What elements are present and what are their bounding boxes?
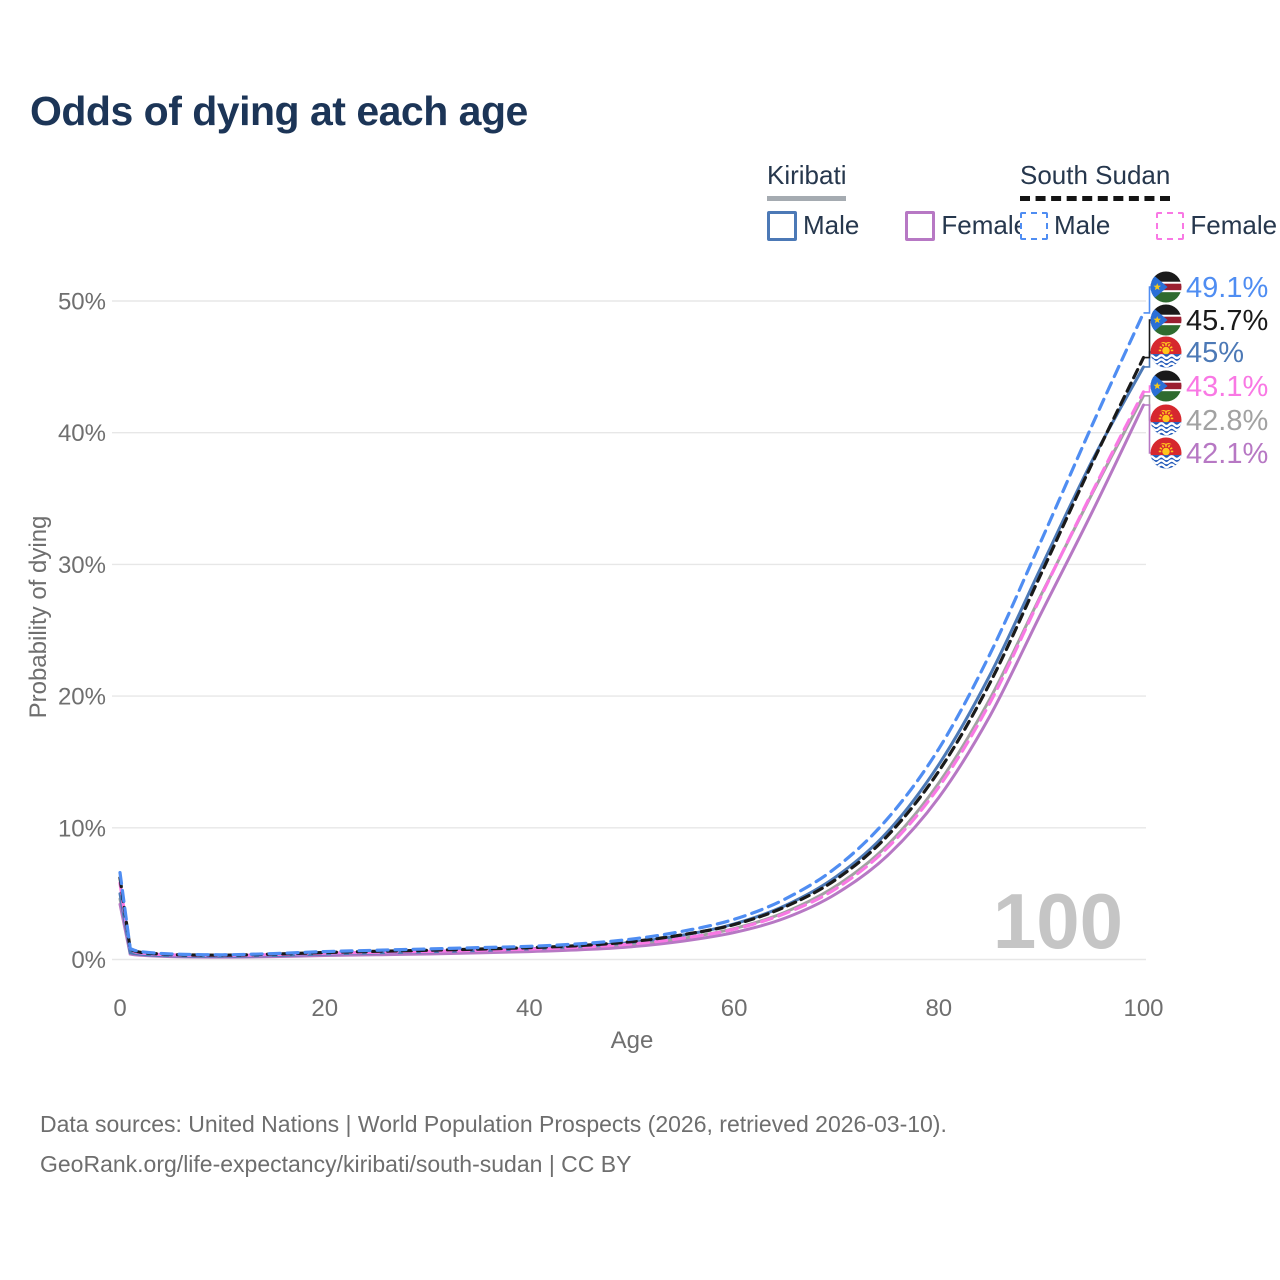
end-value-label-south-sudan-male: 49.1% <box>1186 272 1268 304</box>
x-tick-label: 40 <box>516 995 543 1022</box>
x-tick-label: 60 <box>721 995 748 1022</box>
end-value-label-kiribati-female: 42.1% <box>1186 438 1268 470</box>
south-sudan-flag-icon <box>1151 371 1182 402</box>
legend-item-kiribati-male[interactable]: Male <box>767 210 859 241</box>
footer-data-sources: Data sources: United Nations | World Pop… <box>40 1111 947 1137</box>
legend-item-south-sudan-female[interactable]: Female <box>1156 210 1277 241</box>
x-tick-label: 80 <box>925 995 952 1022</box>
kiribati-flag-icon <box>1148 405 1184 436</box>
end-label-connector-kiribati-female <box>1143 404 1153 454</box>
kiribati-flag-icon <box>1148 438 1184 469</box>
kiribati-male-swatch-icon <box>767 210 797 241</box>
footer-attribution: GeoRank.org/life-expectancy/kiribati/sou… <box>40 1151 632 1177</box>
end-labels: 42.8%42.1% 45%43.1% 45.7%49.1% <box>1148 272 1268 470</box>
kiribati-flag-icon <box>1148 337 1184 368</box>
y-tick-label: 50% <box>58 289 106 316</box>
kiribati-female-swatch-icon <box>905 210 936 241</box>
series-lines <box>118 311 1146 959</box>
south-sudan-female-swatch-icon <box>1156 211 1185 240</box>
legend-item-label: Female <box>941 210 1029 240</box>
south-sudan-male-swatch-icon <box>1020 211 1048 240</box>
y-tick-label: 20% <box>58 684 106 711</box>
y-tick-label: 30% <box>58 552 106 579</box>
x-tick-label: 0 <box>113 995 126 1022</box>
y-tick-label: 40% <box>58 420 106 447</box>
y-axis-title: Probability of dying <box>25 516 52 719</box>
series-line-kiribati-male[interactable] <box>118 365 1145 958</box>
south-sudan-flag-icon <box>1151 272 1182 303</box>
end-value-label-south-sudan-total: 45.7% <box>1186 305 1268 337</box>
south-sudan-flag-icon <box>1151 305 1182 336</box>
end-value-label-south-sudan-female: 43.1% <box>1186 371 1268 403</box>
legend-country-kiribati[interactable]: Kiribati <box>767 160 847 201</box>
x-axis-tick-labels: 0 20 40 60 80 100 <box>113 995 1163 1022</box>
series-line-south-sudan-male[interactable] <box>118 311 1146 957</box>
end-value-label-kiribati-total: 42.8% <box>1186 405 1268 437</box>
legend-country-south-sudan[interactable]: South Sudan <box>1020 160 1171 201</box>
x-tick-label: 100 <box>1123 995 1163 1022</box>
y-tick-label: 10% <box>58 815 106 842</box>
x-tick-label: 20 <box>311 995 338 1022</box>
legend-item-south-sudan-male[interactable]: Male <box>1020 210 1110 241</box>
gridlines <box>112 300 1146 961</box>
footer: Data sources: United Nations | World Pop… <box>40 1104 947 1184</box>
legend-item-kiribati-female[interactable]: Female <box>905 210 1028 241</box>
end-value-label-kiribati-male: 45% <box>1186 337 1244 369</box>
legend-group-south-sudan: South Sudan Male Female <box>1020 160 1277 241</box>
series-line-south-sudan-female[interactable] <box>118 390 1146 958</box>
y-axis-tick-labels: 0% 10% 20% 30% 40% 50% <box>58 289 106 975</box>
y-tick-label: 0% <box>71 947 106 974</box>
x-axis-title: Age <box>611 1027 654 1054</box>
legend-item-label: Male <box>1054 210 1111 240</box>
page-title: Odds of dying at each age <box>30 88 528 134</box>
legend-item-label: Male <box>803 210 860 240</box>
age-counter-watermark: 100 <box>993 877 1123 965</box>
end-label-connectors <box>1143 286 1153 454</box>
legend-item-label: Female <box>1190 210 1278 240</box>
legend-group-kiribati: Kiribati Male Female <box>767 160 1028 241</box>
